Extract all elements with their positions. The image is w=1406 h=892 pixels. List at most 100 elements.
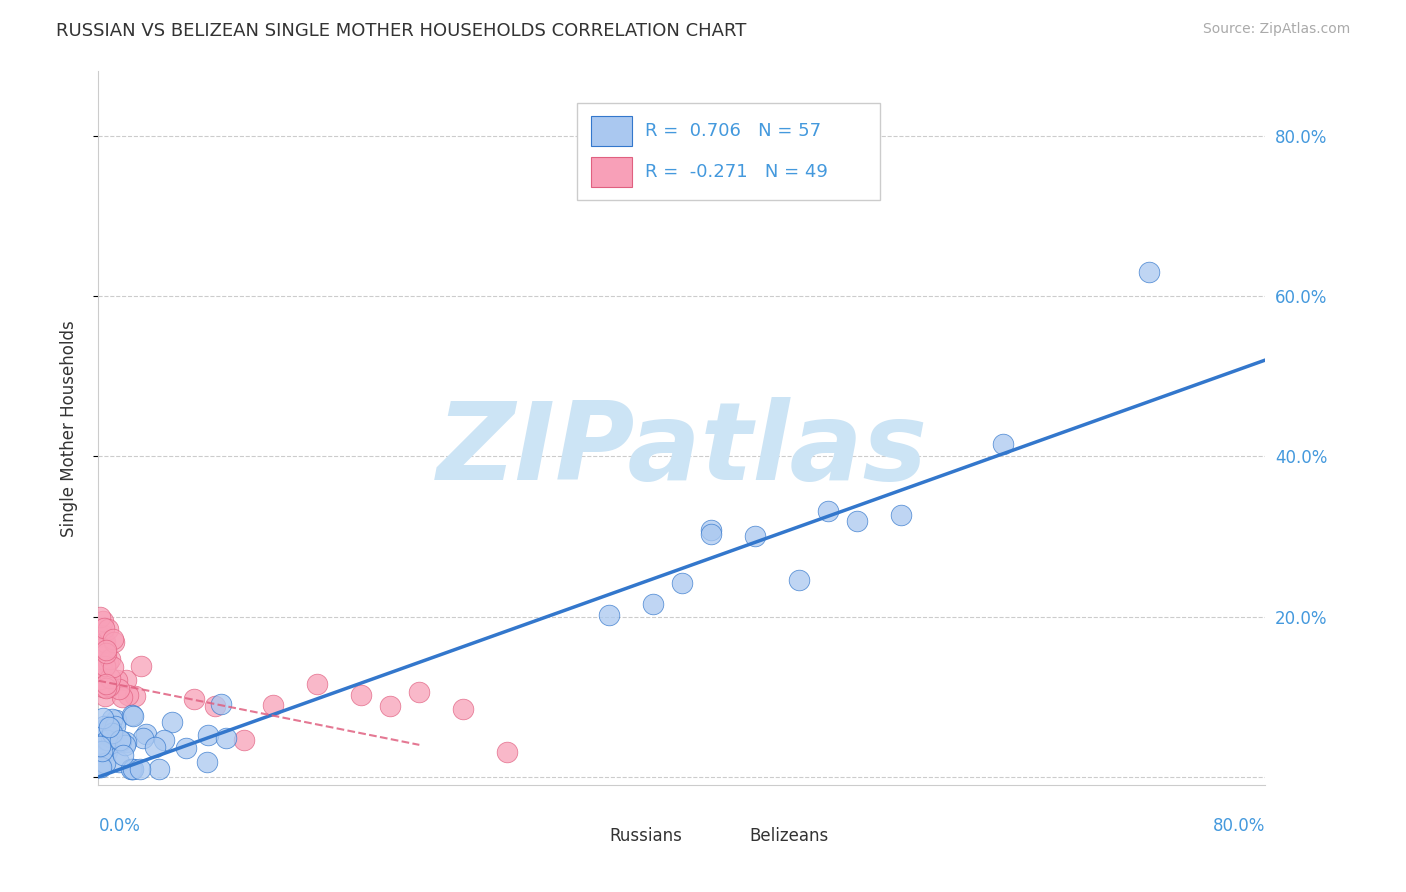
Point bbox=[90, 660, 112, 674]
Point bbox=[120, 762, 142, 776]
Point bbox=[94, 726, 117, 740]
Text: R =  0.706   N = 57: R = 0.706 N = 57 bbox=[644, 122, 821, 140]
Point bbox=[96, 622, 118, 636]
Point bbox=[121, 762, 143, 776]
Point bbox=[115, 673, 138, 687]
Point bbox=[89, 610, 111, 624]
Point bbox=[700, 524, 723, 538]
Point bbox=[89, 673, 111, 687]
FancyBboxPatch shape bbox=[706, 822, 741, 849]
Point bbox=[96, 646, 118, 660]
Point bbox=[93, 636, 115, 650]
Point bbox=[122, 709, 145, 723]
Point bbox=[93, 621, 115, 635]
Point bbox=[183, 691, 205, 706]
Point bbox=[143, 739, 166, 754]
Point bbox=[408, 685, 430, 699]
Point bbox=[93, 648, 115, 663]
Point bbox=[90, 640, 112, 655]
Text: ZIPatlas: ZIPatlas bbox=[436, 397, 928, 502]
Point bbox=[104, 714, 127, 728]
Point bbox=[135, 727, 157, 741]
FancyBboxPatch shape bbox=[591, 116, 631, 146]
Point bbox=[195, 755, 218, 769]
Point bbox=[262, 698, 284, 713]
Point bbox=[111, 690, 134, 704]
Point bbox=[89, 744, 111, 758]
Text: 0.0%: 0.0% bbox=[98, 817, 141, 835]
Point bbox=[98, 680, 121, 694]
Text: Source: ZipAtlas.com: Source: ZipAtlas.com bbox=[1202, 22, 1350, 37]
Point bbox=[307, 676, 329, 690]
Point bbox=[817, 504, 839, 518]
Point bbox=[93, 727, 115, 741]
Point bbox=[108, 755, 131, 769]
Point bbox=[94, 677, 117, 691]
Point bbox=[991, 436, 1014, 450]
Point bbox=[114, 735, 136, 749]
Y-axis label: Single Mother Households: Single Mother Households bbox=[59, 320, 77, 536]
Point bbox=[103, 660, 125, 674]
Point bbox=[114, 738, 136, 752]
Text: R =  -0.271   N = 49: R = -0.271 N = 49 bbox=[644, 163, 828, 181]
Point bbox=[174, 740, 197, 755]
Point bbox=[1137, 265, 1160, 279]
Point bbox=[98, 652, 121, 666]
Point bbox=[93, 719, 115, 733]
Point bbox=[204, 698, 226, 713]
Point bbox=[121, 762, 143, 776]
Point bbox=[97, 655, 120, 669]
Point bbox=[846, 514, 869, 528]
Point bbox=[98, 672, 121, 686]
Point bbox=[744, 528, 766, 542]
Point bbox=[94, 681, 117, 695]
Point bbox=[89, 646, 111, 660]
Point bbox=[641, 597, 664, 611]
Point bbox=[117, 688, 139, 702]
Point bbox=[129, 762, 152, 776]
Point bbox=[94, 659, 117, 673]
Point bbox=[787, 573, 810, 587]
Text: RUSSIAN VS BELIZEAN SINGLE MOTHER HOUSEHOLDS CORRELATION CHART: RUSSIAN VS BELIZEAN SINGLE MOTHER HOUSEH… bbox=[56, 22, 747, 40]
Point bbox=[598, 608, 620, 623]
Point bbox=[890, 508, 912, 522]
Point bbox=[96, 744, 118, 758]
Point bbox=[98, 719, 121, 733]
Point bbox=[94, 635, 117, 649]
Point bbox=[100, 712, 122, 726]
Point bbox=[105, 673, 128, 687]
Point bbox=[90, 635, 112, 649]
Point bbox=[148, 762, 170, 776]
Point bbox=[129, 659, 152, 673]
Point bbox=[108, 733, 131, 747]
Point bbox=[110, 734, 132, 748]
Point bbox=[108, 681, 131, 696]
Point bbox=[93, 743, 115, 757]
Point bbox=[91, 615, 114, 629]
Point bbox=[197, 728, 219, 742]
Point bbox=[89, 760, 111, 774]
FancyBboxPatch shape bbox=[591, 157, 631, 187]
Point bbox=[112, 747, 135, 762]
Point bbox=[100, 726, 122, 740]
Point bbox=[350, 689, 373, 703]
Point bbox=[89, 629, 111, 643]
Point bbox=[91, 627, 114, 641]
Point bbox=[152, 733, 174, 747]
Point bbox=[90, 660, 112, 674]
Point bbox=[380, 699, 402, 714]
Point bbox=[91, 711, 114, 725]
Point bbox=[233, 732, 256, 747]
Point bbox=[96, 732, 118, 747]
Point bbox=[101, 632, 124, 647]
Point bbox=[160, 715, 183, 730]
Point bbox=[94, 721, 117, 735]
Point bbox=[132, 731, 155, 746]
Text: Belizeans: Belizeans bbox=[749, 827, 830, 845]
Point bbox=[124, 690, 146, 704]
Point bbox=[90, 760, 112, 774]
Point bbox=[90, 657, 112, 672]
FancyBboxPatch shape bbox=[565, 822, 600, 849]
Text: 80.0%: 80.0% bbox=[1213, 817, 1265, 835]
Point bbox=[90, 758, 112, 772]
